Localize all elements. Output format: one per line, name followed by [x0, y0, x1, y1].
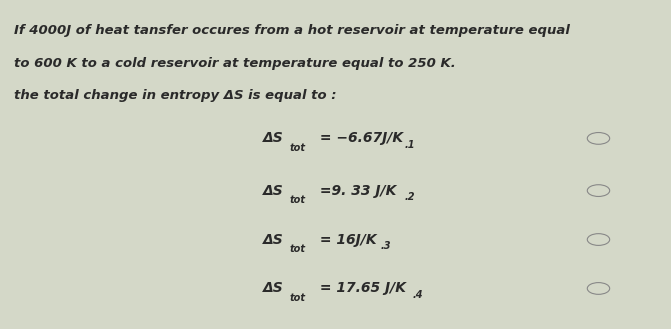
Text: = −6.67J/K: = −6.67J/K — [315, 131, 404, 145]
Text: tot: tot — [289, 143, 305, 153]
Text: tot: tot — [289, 244, 305, 254]
Text: tot: tot — [289, 293, 305, 303]
Text: .4: .4 — [413, 290, 423, 300]
Text: If 4000J of heat tansfer occures from a hot reservoir at temperature equal: If 4000J of heat tansfer occures from a … — [14, 24, 570, 37]
Text: tot: tot — [289, 195, 305, 205]
Text: =9. 33 J/K: =9. 33 J/K — [315, 184, 397, 198]
Text: = 17.65 J/K: = 17.65 J/K — [315, 282, 407, 295]
Text: the total change in entropy ΔS is equal to :: the total change in entropy ΔS is equal … — [14, 89, 336, 102]
Text: ΔS: ΔS — [262, 131, 283, 145]
Text: to 600 K to a cold reservoir at temperature equal to 250 K.: to 600 K to a cold reservoir at temperat… — [14, 57, 456, 70]
Text: ΔS: ΔS — [262, 184, 283, 198]
Text: = 16J/K: = 16J/K — [315, 233, 377, 246]
Text: ΔS: ΔS — [262, 282, 283, 295]
Text: ΔS: ΔS — [262, 233, 283, 246]
Text: .1: .1 — [405, 140, 415, 150]
Text: .3: .3 — [380, 241, 391, 251]
Text: .2: .2 — [405, 192, 415, 202]
